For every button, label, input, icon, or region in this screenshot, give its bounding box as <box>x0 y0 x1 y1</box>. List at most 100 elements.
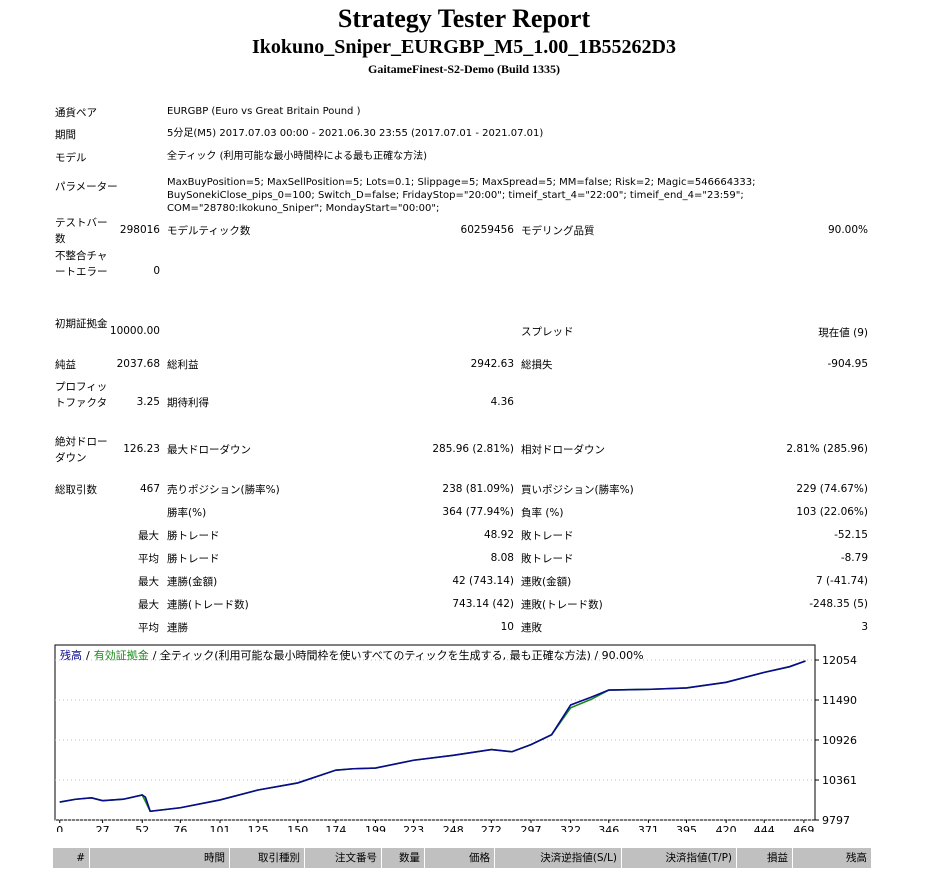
setting-label: パラメーター <box>55 181 118 193</box>
setting-label: モデル <box>55 152 87 164</box>
x-tick-label: 174 <box>325 824 346 832</box>
x-tick-label: 125 <box>248 824 269 832</box>
x-tick-label: 76 <box>173 824 187 832</box>
stat-label: 勝率(%) <box>167 507 207 519</box>
stat-label: 初期証拠金 <box>55 318 108 330</box>
x-tick-label: 322 <box>560 824 581 832</box>
stat-value: 2.81% (285.96) <box>786 443 868 455</box>
table-header: # <box>53 848 90 868</box>
x-tick-label: 420 <box>716 824 737 832</box>
stat-prefix: 平均 <box>138 553 159 565</box>
table-header: 価格 <box>425 848 495 868</box>
stat-label: モデルティック数 <box>167 225 251 237</box>
stat-value: 0 <box>153 265 160 277</box>
y-tick-label: 12054 <box>822 654 857 667</box>
y-tick-label: 10926 <box>822 734 857 747</box>
stat-label: モデリング品質 <box>521 225 595 237</box>
stat-value: 467 <box>139 483 160 495</box>
stat-label: 敗トレード <box>521 530 574 542</box>
stat-label: 買いポジション(勝率%) <box>521 484 634 496</box>
stat-label: 負率 (%) <box>521 507 564 519</box>
setting-value: EURGBP (Euro vs Great Britain Pound ) <box>167 106 361 117</box>
x-tick-label: 272 <box>481 824 502 832</box>
stat-value: 364 (77.94%) <box>442 506 514 518</box>
stat-value: 2942.63 <box>470 358 514 370</box>
stat-value: -904.95 <box>827 358 868 370</box>
stat-value: 743.14 (42) <box>452 598 514 610</box>
stat-value: 60259456 <box>460 224 514 236</box>
stat-label: 連敗(トレード数) <box>521 599 603 611</box>
stat-prefix: 最大 <box>138 576 159 588</box>
setting-label: 通貨ペア <box>55 107 97 119</box>
stat-prefix: 最大 <box>138 530 159 542</box>
x-tick-label: 444 <box>754 824 775 832</box>
stat-label: 連勝 <box>167 622 188 634</box>
stat-label: 連勝(トレード数) <box>167 599 249 611</box>
plot-area <box>54 644 816 821</box>
x-tick-label: 150 <box>287 824 308 832</box>
x-tick-label: 223 <box>403 824 424 832</box>
x-tick-label: 469 <box>793 824 814 832</box>
x-tick-label: 101 <box>210 824 231 832</box>
stat-value: 103 (22.06%) <box>796 506 868 518</box>
stat-value: 42 (743.14) <box>452 575 514 587</box>
stat-value: 2037.68 <box>116 358 160 370</box>
stat-label: 総取引数 <box>55 484 97 496</box>
table-header: 時間 <box>90 848 230 868</box>
stat-value: 現在値 (9) <box>818 327 868 339</box>
stat-label: 勝トレード <box>167 530 220 542</box>
subtitle: Ikokuno_Sniper_EURGBP_M5_1.00_1B55262D3 <box>252 36 676 58</box>
stat-label: 敗トレード <box>521 553 574 565</box>
stat-label: 純益 <box>55 359 76 371</box>
table-header: 取引種別 <box>230 848 305 868</box>
stat-value: 3 <box>861 621 868 633</box>
stat-label: スプレッド <box>521 326 574 338</box>
stat-value: -8.79 <box>840 552 868 564</box>
stat-value: 298016 <box>119 224 160 236</box>
x-tick-label: 297 <box>520 824 541 832</box>
stat-value: 238 (81.09%) <box>442 483 514 495</box>
stat-label: テストバー数 <box>55 217 108 245</box>
server: GaitameFinest-S2-Demo (Build 1335) <box>368 62 560 76</box>
legend: 残高 / 有効証拠金 / 全ティック(利用可能な最小時間枠を使いすべてのティックを生成… <box>60 648 644 662</box>
table-header: 決済逆指値(S/L) <box>495 848 622 868</box>
table-header: 数量 <box>382 848 425 868</box>
setting-value: 5分足(M5) 2017.07.03 00:00 - 2021.06.30 23… <box>167 128 544 139</box>
stat-prefix: 最大 <box>138 599 159 611</box>
table-header: 残高 <box>793 848 872 868</box>
table-header: 注文番号 <box>305 848 382 868</box>
table-header: 損益 <box>737 848 793 868</box>
stat-value: 48.92 <box>483 529 514 541</box>
stat-label: 相対ドローダウン <box>521 444 605 456</box>
stat-value: 7 (-41.74) <box>815 575 868 587</box>
title: Strategy Tester Report <box>337 4 591 33</box>
x-tick-label: 0 <box>56 824 63 832</box>
stat-label: プロフィットファクタ <box>55 381 108 409</box>
x-tick-label: 52 <box>135 824 149 832</box>
stat-value: 4.36 <box>490 396 514 408</box>
stat-label: 総利益 <box>167 359 199 371</box>
x-tick-label: 199 <box>365 824 386 832</box>
y-tick-label: 11490 <box>822 694 857 707</box>
stat-label: 絶対ドローダウン <box>55 436 108 464</box>
stat-label: 連敗 <box>521 622 542 634</box>
legend-note: / 全ティック(利用可能な最小時間枠を使いすべてのティックを生成する, 最も正確… <box>153 648 644 662</box>
table-header: 決済指値(T/P) <box>622 848 737 868</box>
stat-prefix: 平均 <box>138 622 159 634</box>
x-tick-label: 371 <box>638 824 659 832</box>
series-line <box>59 660 806 813</box>
setting-value: MaxBuyPosition=5; MaxSellPosition=5; Lot… <box>167 177 756 214</box>
y-tick-label: 10361 <box>822 774 857 787</box>
stat-value: 90.00% <box>827 224 868 236</box>
setting-label: 期間 <box>55 129 76 141</box>
stat-label: 売りポジション(勝率%) <box>167 484 280 496</box>
x-tick-label: 248 <box>443 824 464 832</box>
stat-label: 最大ドローダウン <box>167 444 251 456</box>
x-tick-label: 395 <box>676 824 697 832</box>
x-tick-label: 27 <box>96 824 110 832</box>
stat-label: 連敗(金額) <box>521 576 572 588</box>
stat-label: 期待利得 <box>167 397 209 409</box>
legend-separator: / <box>86 649 90 662</box>
stat-value: -52.15 <box>834 529 868 541</box>
